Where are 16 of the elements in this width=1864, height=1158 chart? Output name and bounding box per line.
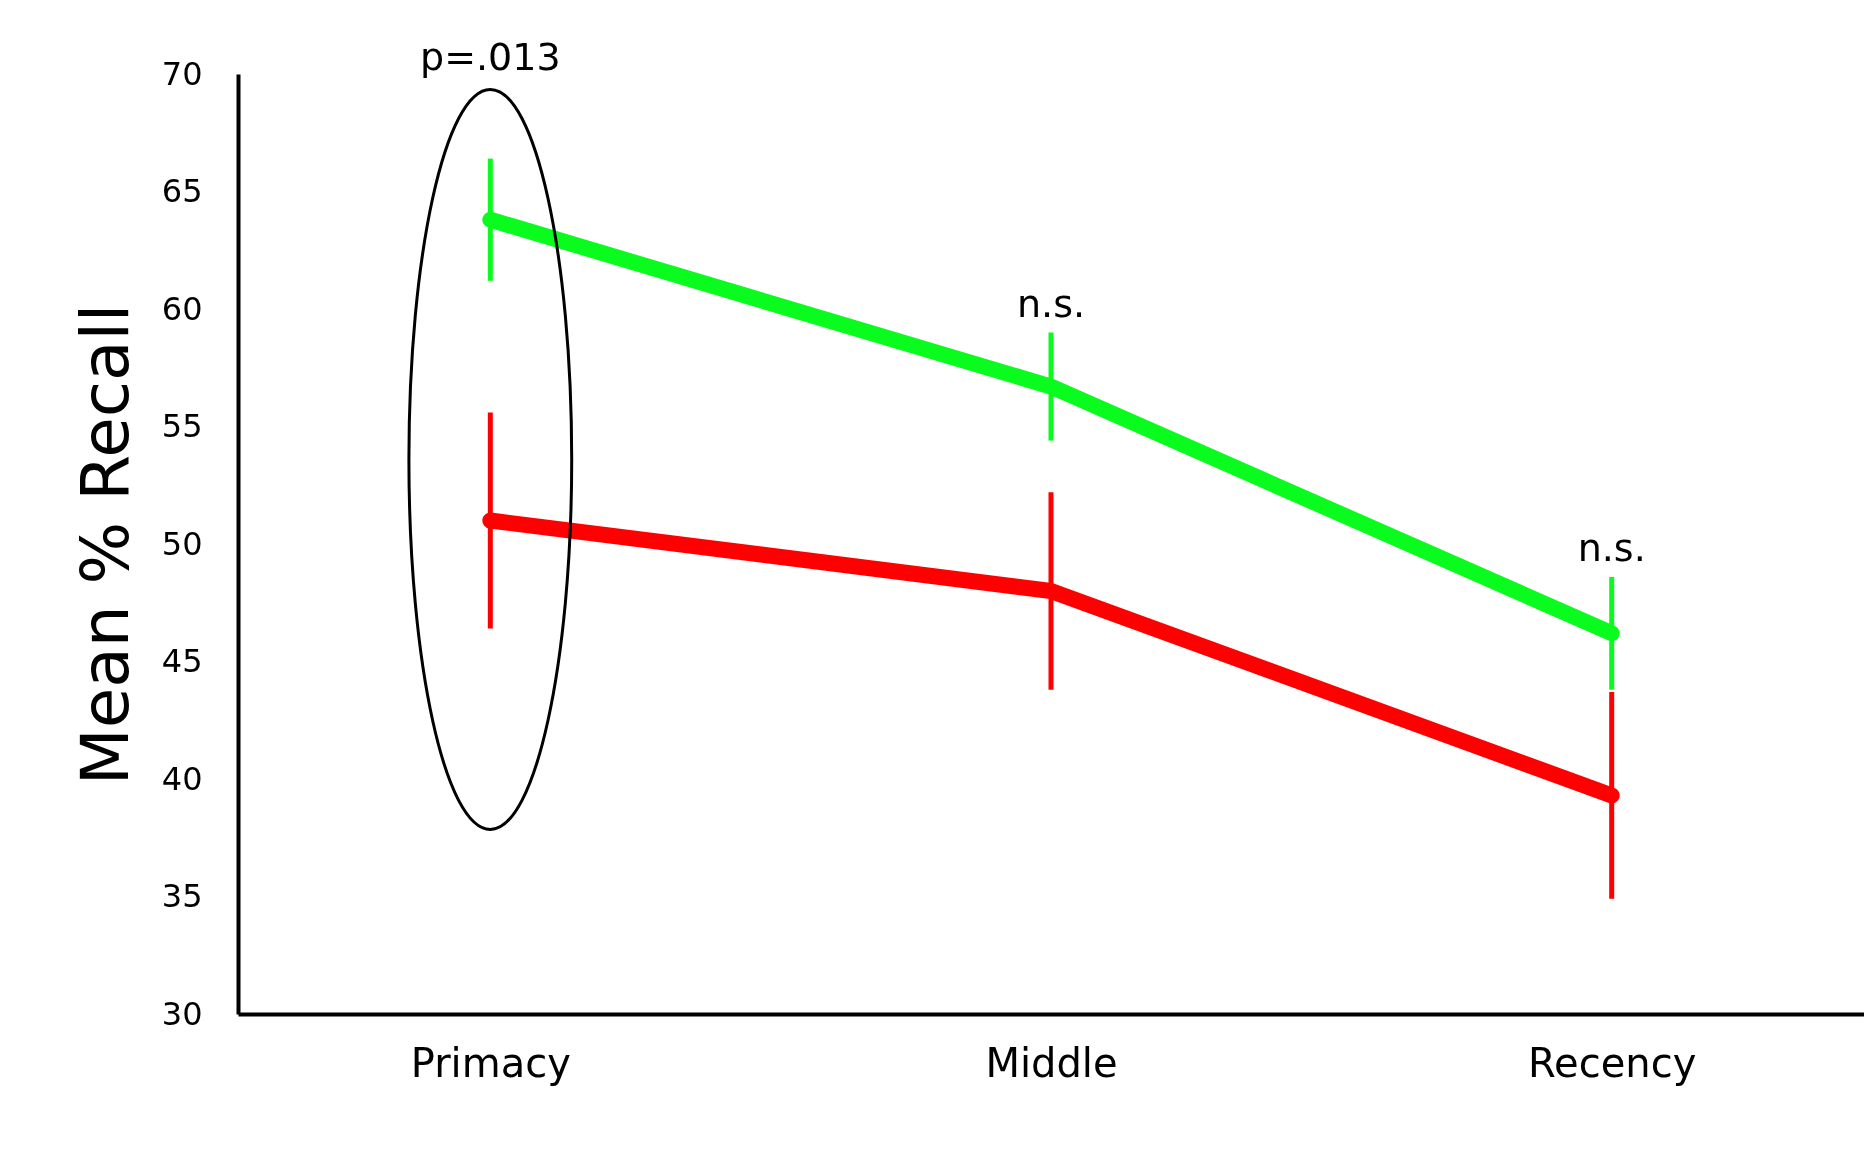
x-tick-label: Recency xyxy=(1528,1039,1697,1086)
x-tick-label: Middle xyxy=(985,1039,1118,1086)
y-tick-label: 65 xyxy=(161,172,203,210)
y-tick-label: 60 xyxy=(161,289,203,328)
annotation: n.s. xyxy=(1016,281,1086,326)
y-tick-label: 45 xyxy=(161,642,203,680)
y-axis-title: Mean % Recall xyxy=(66,303,144,786)
annotation: n.s. xyxy=(1577,525,1646,570)
y-tick-label: 40 xyxy=(161,759,203,798)
y-tick-label: 70 xyxy=(161,54,203,93)
y-tick-label: 30 xyxy=(161,994,203,1033)
y-tick-label: 35 xyxy=(161,877,203,915)
y-tick-label: 50 xyxy=(161,524,203,563)
y-tick-label: 55 xyxy=(161,407,203,445)
x-tick-label: Primacy xyxy=(410,1039,571,1086)
annotation: p=.013 xyxy=(420,35,561,79)
